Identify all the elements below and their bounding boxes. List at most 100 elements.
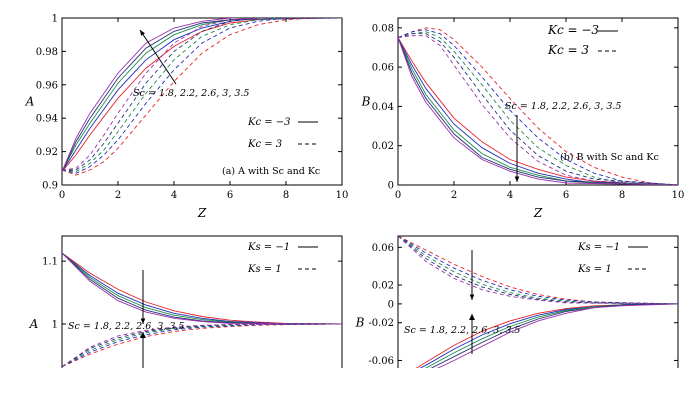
x-tick-label: 10 [672, 190, 685, 201]
dashed-series-line-3 [398, 236, 678, 305]
solid-series-line-0 [62, 252, 342, 325]
dashed-series-line-3 [398, 33, 678, 185]
sc-annotation: Sc = 1.8, 2.2, 2.6, 3, 3.5 [505, 101, 621, 112]
y-axis-label: A [29, 317, 39, 331]
sc-annotation: Sc = 1.8, 2.2, 2.6, 3, 3.5 [404, 325, 520, 336]
axes-frame [397, 235, 679, 368]
y-tick-label: -0.06 [368, 356, 394, 367]
dashed-series-line-2 [398, 236, 678, 305]
solid-series-line-3 [430, 303, 678, 368]
solid-series-line-2 [424, 303, 678, 368]
legend: Kc = −3 Kc = 3 [247, 117, 318, 150]
dashed-series-line-0 [62, 18, 342, 176]
dashed-series-line-3 [62, 18, 342, 171]
y-axis-label: A [25, 95, 35, 109]
panel-bl: 1 1.1 A Ks = −1 Ks = 1 Sc = 1.8, 2.2, 2.6, 3,… [29, 235, 343, 368]
panel-br: 0.06 0.02 0 -0.02 -0.06 B Ks = −1 Ks = 1 Sc = 1.… [355, 235, 679, 368]
x-tick-label: 10 [336, 190, 349, 201]
dashed-series-line-0 [398, 27, 678, 185]
curves [398, 236, 678, 368]
legend: Ks = −1 Ks = 1 [577, 242, 648, 275]
solid-series-line-1 [398, 37, 678, 185]
y-tick-label: 0.98 [36, 47, 58, 58]
panel-caption: (a) A with Sc and Kc [222, 166, 320, 177]
sc-arrow [139, 29, 177, 85]
solid-series-line-2 [398, 37, 678, 185]
dashed-series-line-2 [398, 31, 678, 185]
y-tick-label: 0.96 [36, 80, 58, 91]
panel-caption: (b) B with Sc and Kc [560, 152, 659, 163]
solid-series-line-1 [419, 303, 678, 368]
x-tick-label: 8 [283, 190, 289, 201]
y-tick-label: 0.94 [36, 114, 58, 125]
x-axis-label: Z [533, 206, 543, 220]
axes-frame [61, 235, 343, 368]
y-tick-label: 0.9 [42, 181, 58, 192]
y-tick-label: 0.92 [36, 147, 58, 158]
axes-frame [397, 17, 679, 186]
x-tick-label: 6 [563, 190, 569, 201]
dashed-series-line-3 [62, 323, 342, 368]
axes-frame [61, 17, 343, 186]
y-axis-label: B [355, 316, 365, 330]
solid-series-line-4 [437, 303, 678, 368]
solid-series-line-3 [62, 18, 342, 172]
y-tick-label: 0.04 [372, 102, 394, 113]
y-tick-label: 0.02 [372, 141, 394, 152]
solid-series-line-4 [398, 37, 678, 185]
legend-label-dashed: Kc = 3 [547, 43, 589, 57]
legend: Ks = −1 Ks = 1 [247, 242, 318, 275]
solid-series-line-3 [62, 252, 342, 325]
y-tick-label: 0.02 [372, 281, 394, 292]
dashed-series-line-1 [398, 236, 678, 305]
legend-label-solid: Kc = −3 [247, 117, 291, 128]
solid-series-line-4 [62, 252, 342, 325]
x-tick-label: 4 [171, 190, 177, 201]
legend-label-dashed: Kc = 3 [247, 139, 282, 150]
dashed-series-line-4 [62, 323, 342, 368]
y-tick-label: 1 [52, 14, 58, 25]
y-tick-label: 0.08 [372, 23, 394, 34]
dashed-series-line-1 [62, 18, 342, 174]
y-tick-label: 0 [388, 181, 394, 192]
dashed-series-line-4 [398, 236, 678, 305]
x-tick-label: 2 [451, 190, 457, 201]
x-tick-label: 2 [115, 190, 121, 201]
y-tick-label: 1.1 [42, 257, 58, 268]
x-tick-label: 8 [619, 190, 625, 201]
curves [62, 252, 342, 368]
dashed-series-line-1 [398, 29, 678, 185]
x-tick-label: 6 [227, 190, 233, 201]
sc-arrow-head [140, 318, 146, 324]
sc-annotation: Sc = 1.8, 2.2, 2.6, 3, 3.5 [68, 321, 184, 332]
sc-arrow-head [469, 314, 475, 320]
y-tick-label: 1 [52, 320, 58, 331]
curves [398, 27, 678, 185]
sc-annotation: Sc = 1.8, 2.2, 2.6, 3, 3.5 [133, 88, 249, 99]
dashed-series-line-2 [62, 323, 342, 368]
legend-label-dashed: Ks = 1 [247, 264, 282, 275]
legend-label-solid: Ks = −1 [247, 242, 290, 253]
y-tick-label: 0 [388, 299, 394, 310]
dashed-series-line-4 [398, 35, 678, 185]
legend: Kc = −3 Kc = 3 [547, 23, 618, 57]
x-tick-label: 4 [507, 190, 513, 201]
legend-label-solid: Ks = −1 [577, 242, 620, 253]
dashed-series-line-0 [398, 236, 678, 305]
x-tick-label: 0 [395, 190, 401, 201]
legend-label-solid: Kc = −3 [547, 23, 599, 37]
dashed-series-line-2 [62, 18, 342, 173]
curves [62, 18, 342, 176]
x-tick-label: 0 [59, 190, 65, 201]
sc-arrow-head [140, 30, 145, 36]
solid-series-line-3 [398, 37, 678, 185]
x-axis-label: Z [197, 206, 207, 220]
panel-tr: 0 2 4 6 8 10 0 0.02 0.04 0.06 0.08 Z B Kc = −3 Kc = 3 S… [361, 17, 685, 220]
sc-arrow-head [469, 294, 475, 300]
dashed-series-line-0 [62, 323, 342, 368]
legend-label-dashed: Ks = 1 [577, 264, 612, 275]
sc-arrow-head [514, 176, 520, 182]
solid-series-line-4 [62, 18, 342, 172]
